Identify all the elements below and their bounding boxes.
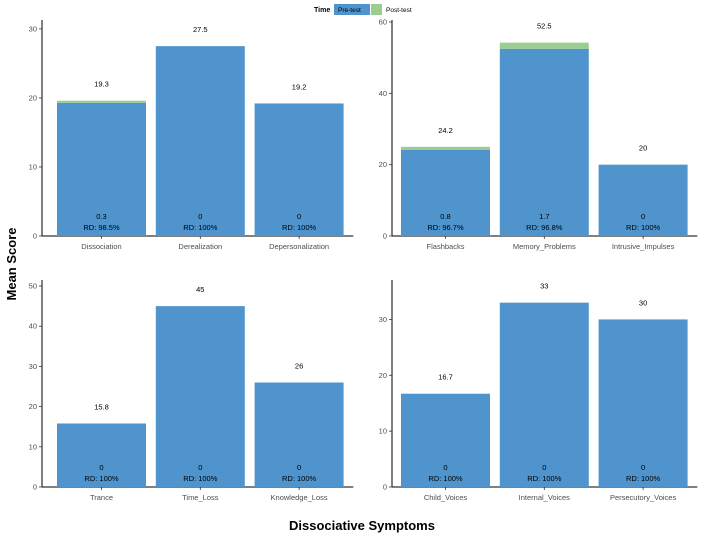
bar-post-test [401,146,490,150]
legend-label-pre-test: Pre-test [338,7,361,14]
data-label-post-test: 0 [297,463,301,472]
data-label-pre-test: 33 [540,282,548,291]
data-label-post-test: 0 [297,212,301,221]
y-tick-label: 20 [379,371,387,380]
y-tick-label: 20 [29,402,37,411]
y-tick-label: 0 [383,232,387,241]
x-tick-label: Dissociation [81,242,121,251]
legend-key-pre-test [334,4,370,15]
x-tick-label: Depersonalization [269,242,329,251]
y-tick-label: 0 [33,232,37,241]
data-label-reduction: RD: 100% [527,474,562,483]
data-label-post-test: 0 [99,463,103,472]
legend-key-post-test [371,4,382,15]
bar-pre-test [155,306,245,487]
x-tick-label: Persecutory_Voices [610,493,677,502]
data-label-post-test: 0.8 [440,212,450,221]
y-tick-label: 30 [29,24,37,33]
data-label-reduction: RD: 100% [626,223,661,232]
panel-1: 0 10 20 30 Dissociation 19.3 0.3 RD: 98.5% Derea… [29,20,354,251]
y-tick-label: 10 [29,442,37,451]
bar-pre-test [254,382,344,487]
legend-label-post-test: Post-test [386,7,412,14]
y-tick-label: 30 [29,362,37,371]
x-axis-title: Dissociative Symptoms [289,518,435,533]
bar-pre-test [499,48,589,236]
x-tick-label: Time_Loss [182,493,219,502]
x-tick-label: Knowledge_Loss [271,493,328,502]
data-label-post-test: 0 [198,463,202,472]
data-label-post-test: 0 [641,463,645,472]
y-tick-label: 10 [29,162,37,171]
data-label-reduction: RD: 100% [282,474,317,483]
y-axis-title: Mean Score [4,228,19,301]
x-tick-label: Child_Voices [424,493,468,502]
data-label-pre-test: 30 [639,298,647,307]
x-tick-label: Derealization [178,242,222,251]
x-tick-label: Memory_Problems [513,242,576,251]
data-label-reduction: RD: 100% [84,474,119,483]
data-label-reduction: RD: 100% [282,223,317,232]
data-label-pre-test: 52.5 [537,22,552,31]
y-tick-label: 60 [379,18,387,27]
bar-pre-test [57,102,146,237]
y-tick-label: 40 [379,89,387,98]
x-tick-label: Intrusive_Impulses [612,242,675,251]
panel-3: 0 10 20 30 40 50 Trance 15.8 0 RD: 100% Time_Loss 4… [29,280,354,502]
data-label-post-test: 0 [542,463,546,472]
data-label-pre-test: 19.3 [94,80,109,89]
data-label-post-test: 0 [443,463,447,472]
data-label-pre-test: 45 [196,285,204,294]
bar-pre-test [57,423,146,487]
data-label-reduction: RD: 100% [183,474,218,483]
legend: Time Pre-test Post-test [314,4,412,15]
data-label-pre-test: 26 [295,361,303,370]
data-label-pre-test: 20 [639,144,647,153]
data-label-reduction: RD: 96.8% [526,223,563,232]
bar-pre-test [401,149,490,236]
data-label-pre-test: 27.5 [193,25,208,34]
data-label-reduction: RD: 100% [183,223,218,232]
bar-post-test [57,100,146,103]
panels: 0 10 20 30 Dissociation 19.3 0.3 RD: 98.5% Derea… [29,18,698,502]
data-label-pre-test: 24.2 [438,126,453,135]
y-tick-label: 20 [379,160,387,169]
y-tick-label: 40 [29,322,37,331]
x-tick-label: Internal_Voices [519,493,571,502]
y-tick-label: 30 [379,315,387,324]
bar-pre-test [598,319,688,487]
x-tick-label: Trance [90,493,113,502]
data-label-reduction: RD: 98.5% [83,223,120,232]
y-tick-label: 20 [29,93,37,102]
panel-2: 0 20 40 60 Flashbacks 24.2 0.8 RD: 96.7% Memory_… [379,18,698,251]
data-label-post-test: 0 [198,212,202,221]
x-tick-label: Flashbacks [427,242,465,251]
bar-post-test [499,42,589,49]
y-tick-label: 0 [383,483,387,492]
bar-pre-test [155,46,245,237]
y-tick-label: 10 [379,427,387,436]
data-label-reduction: RD: 100% [428,474,463,483]
legend-title: Time [314,7,330,14]
y-tick-label: 50 [29,282,37,291]
data-label-post-test: 1.7 [539,212,549,221]
bar-pre-test [401,393,490,487]
bar-pre-test [499,302,589,487]
data-label-pre-test: 15.8 [94,402,109,411]
data-label-post-test: 0.3 [96,212,106,221]
panel-4: 0 10 20 30 Child_Voices 16.7 0 RD: 100% Internal… [379,280,698,502]
data-label-reduction: RD: 100% [626,474,661,483]
y-tick-label: 0 [33,483,37,492]
data-label-post-test: 0 [641,212,645,221]
bar-pre-test [598,164,688,236]
bar-pre-test [254,103,344,236]
data-label-pre-test: 16.7 [438,373,453,382]
data-label-pre-test: 19.2 [292,82,307,91]
data-label-reduction: RD: 96.7% [427,223,464,232]
